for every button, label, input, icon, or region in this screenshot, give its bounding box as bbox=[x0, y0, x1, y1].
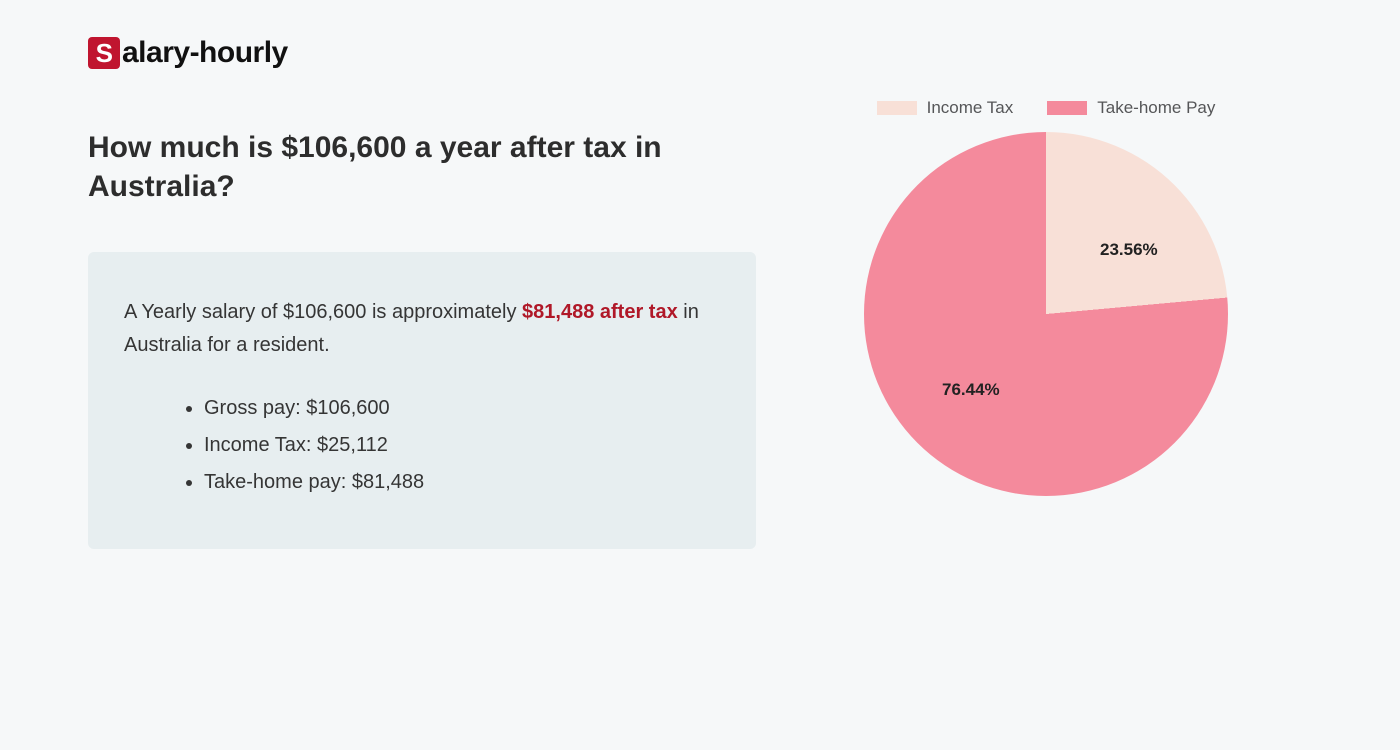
summary-highlight: $81,488 after tax bbox=[522, 301, 678, 323]
pie-graphic-icon bbox=[864, 132, 1228, 496]
chart-column: Income Tax Take-home Pay 23.56% 76.44% bbox=[846, 98, 1246, 496]
legend-label: Take-home Pay bbox=[1097, 98, 1215, 118]
legend-swatch-icon bbox=[877, 101, 917, 115]
page-root: Salary-hourly How much is $106,600 a yea… bbox=[0, 0, 1400, 549]
list-item: Take-home pay: $81,488 bbox=[204, 464, 720, 501]
legend-item: Take-home Pay bbox=[1047, 98, 1215, 118]
slice-label-take-home: 76.44% bbox=[942, 380, 1000, 400]
slice-label-income-tax: 23.56% bbox=[1100, 240, 1158, 260]
pie-chart: 23.56% 76.44% bbox=[864, 132, 1228, 496]
page-title: How much is $106,600 a year after tax in… bbox=[88, 128, 756, 206]
logo-mark-icon: S bbox=[88, 37, 120, 69]
summary-sentence: A Yearly salary of $106,600 is approxima… bbox=[124, 296, 720, 362]
main-content: How much is $106,600 a year after tax in… bbox=[88, 128, 1312, 549]
list-item: Gross pay: $106,600 bbox=[204, 390, 720, 427]
chart-legend: Income Tax Take-home Pay bbox=[846, 98, 1246, 118]
legend-swatch-icon bbox=[1047, 101, 1087, 115]
logo-text: alary-hourly bbox=[122, 36, 288, 70]
site-logo: Salary-hourly bbox=[88, 36, 1312, 70]
summary-pre: A Yearly salary of $106,600 is approxima… bbox=[124, 301, 522, 323]
left-column: How much is $106,600 a year after tax in… bbox=[88, 128, 756, 549]
legend-label: Income Tax bbox=[927, 98, 1014, 118]
summary-box: A Yearly salary of $106,600 is approxima… bbox=[88, 252, 756, 549]
summary-list: Gross pay: $106,600 Income Tax: $25,112 … bbox=[124, 390, 720, 501]
legend-item: Income Tax bbox=[877, 98, 1014, 118]
list-item: Income Tax: $25,112 bbox=[204, 427, 720, 464]
